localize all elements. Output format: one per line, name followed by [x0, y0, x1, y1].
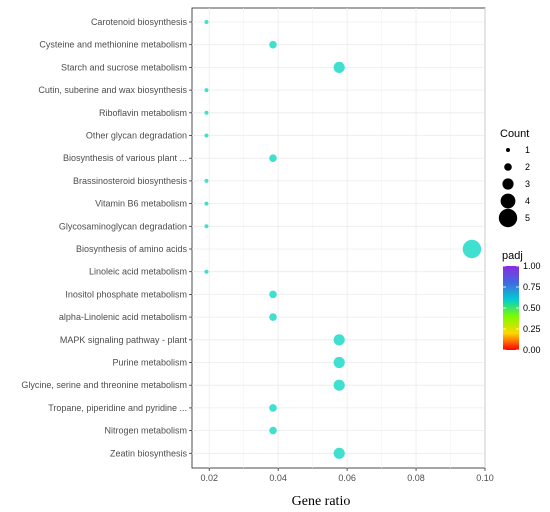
count-legend-label: 3 — [525, 179, 530, 189]
padj-tick-label: 0.25 — [523, 324, 541, 334]
y-axis-ticks: Carotenoid biosynthesis Cysteine and meth… — [21, 17, 192, 458]
data-point — [333, 447, 345, 459]
y-category-label: Purine metabolism — [112, 358, 187, 368]
y-category-label: Tropane, piperidine and pyridine ... — [48, 403, 187, 413]
count-legend-dot — [506, 148, 510, 152]
data-points — [204, 20, 482, 459]
data-point — [269, 404, 277, 412]
count-legend-dot — [500, 193, 516, 209]
data-point — [204, 110, 209, 115]
padj-legend: padj 1.00 0.75 0.50 0.25 0.00 — [502, 250, 541, 355]
y-category-label: Glycine, serine and threonine metabolism — [21, 380, 187, 390]
data-point — [269, 426, 277, 435]
y-category-label: Cutin, suberine and wax biosynthesis — [38, 85, 187, 95]
data-point — [204, 269, 209, 274]
y-category-label: Nitrogen metabolism — [104, 426, 187, 436]
count-legend-label: 5 — [525, 213, 530, 223]
padj-tick-label: 1.00 — [523, 261, 541, 271]
count-legend-label: 1 — [525, 145, 530, 155]
y-category-label: Other glycan degradation — [86, 131, 187, 141]
x-axis-title: Gene ratio — [292, 494, 351, 509]
count-legend-dot — [498, 208, 518, 228]
data-point — [204, 88, 209, 93]
count-legend-dot — [504, 163, 512, 171]
data-point — [269, 313, 277, 321]
count-legend-title: Count — [500, 128, 529, 140]
count-legend-dot — [502, 178, 514, 190]
padj-tick-label: 0.00 — [523, 345, 541, 355]
data-point — [333, 334, 345, 346]
data-point — [333, 379, 345, 391]
padj-colorbar — [503, 266, 519, 350]
data-point — [269, 154, 277, 162]
y-category-label: Glycosaminoglycan degradation — [59, 221, 187, 231]
data-point — [333, 356, 345, 369]
y-category-label: Inositol phosphate metabolism — [65, 289, 187, 299]
y-category-label: Carotenoid biosynthesis — [91, 17, 188, 27]
padj-tick-label: 0.75 — [523, 282, 541, 292]
x-tick-label: 0.06 — [338, 473, 356, 483]
y-category-label: MAPK signaling pathway - plant — [60, 335, 188, 345]
padj-legend-title: padj — [502, 250, 523, 262]
count-legend-label: 2 — [525, 162, 530, 172]
data-point — [204, 178, 209, 183]
data-point — [204, 133, 209, 138]
plot-panel — [191, 7, 486, 469]
x-tick-label: 0.02 — [200, 473, 218, 483]
data-point — [269, 40, 277, 49]
y-category-label: Vitamin B6 metabolism — [95, 199, 187, 209]
y-category-label: alpha-Linolenic acid metabolism — [59, 312, 187, 322]
x-tick-label: 0.08 — [407, 473, 425, 483]
count-legend: Count 1 2 3 4 5 — [498, 128, 530, 228]
y-category-label: Riboflavin metabolism — [99, 108, 187, 118]
y-category-label: Zeatin biosynthesis — [110, 448, 188, 458]
y-category-label: Biosynthesis of various plant ... — [63, 153, 187, 163]
y-category-label: Biosynthesis of amino acids — [76, 244, 188, 254]
x-tick-label: 0.04 — [269, 473, 287, 483]
data-point — [333, 61, 345, 73]
y-category-label: Cysteine and methionine metabolism — [39, 40, 187, 50]
data-point — [269, 290, 277, 299]
x-axis-ticks: 0.02 0.04 0.06 0.08 0.10 — [200, 468, 494, 483]
data-point — [204, 224, 209, 229]
count-legend-label: 4 — [525, 196, 530, 206]
x-tick-label: 0.10 — [476, 473, 494, 483]
data-point — [204, 201, 209, 206]
y-category-label: Linoleic acid metabolism — [89, 267, 187, 277]
data-point — [462, 239, 482, 259]
padj-tick-label: 0.50 — [523, 303, 541, 313]
y-category-label: Brassinosteroid biosynthesis — [73, 176, 188, 186]
y-category-label: Starch and sucrose metabolism — [61, 62, 187, 72]
data-point — [204, 20, 209, 24]
